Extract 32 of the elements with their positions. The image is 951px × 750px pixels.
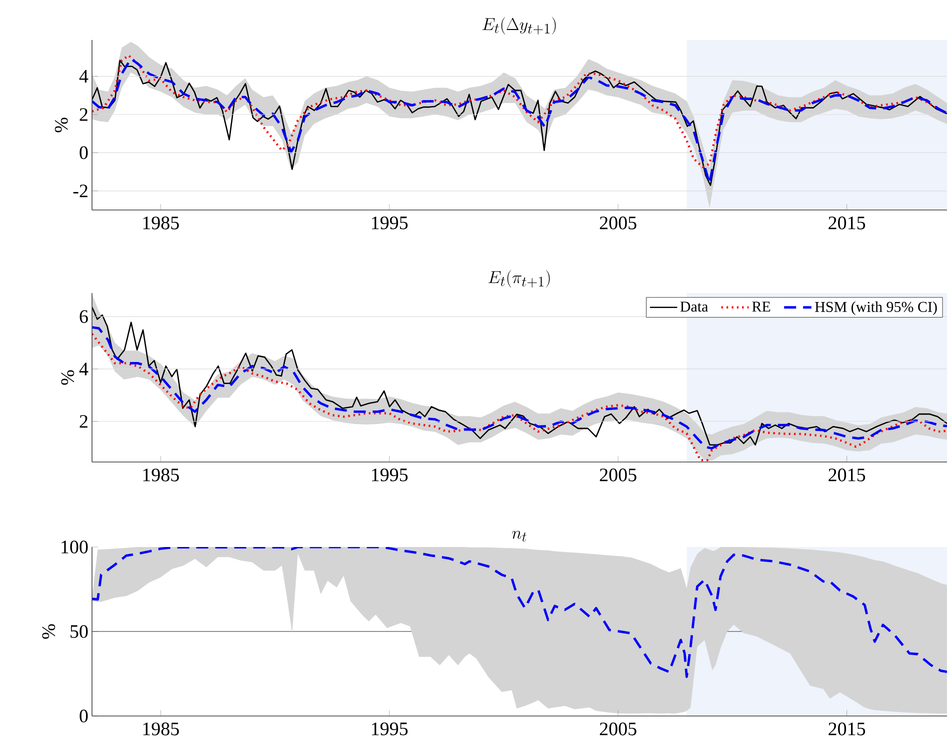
x-tick-label: 1985: [143, 216, 179, 230]
x-tick-label: 2005: [600, 468, 636, 482]
legend-label: RE: [752, 302, 770, 312]
y-tick-label: -2: [73, 184, 88, 198]
y-tick-label: 50: [70, 625, 88, 638]
y-tick-label: 2: [80, 108, 88, 121]
y-tick-label: 4: [79, 362, 88, 376]
x-tick-label: 2015: [828, 216, 866, 230]
legend-label: Data: [680, 302, 708, 312]
y-tick-label: 4: [79, 70, 88, 83]
line-series: [92, 54, 947, 168]
chart-title: $n_t$: [512, 530, 526, 542]
y-axis-title: %: [42, 624, 56, 639]
x-tick-label: 2015: [828, 468, 866, 482]
x-tick-label: 2005: [600, 216, 636, 230]
y-tick-label: 6: [80, 310, 88, 323]
x-tick-label: 2005: [600, 722, 636, 736]
y-axis-title: %: [61, 370, 74, 385]
y-tick-label: 2: [80, 415, 88, 428]
x-tick-label: 1995: [372, 722, 408, 736]
y-axis-title: %: [54, 118, 68, 132]
x-tick-label: 1995: [372, 216, 408, 230]
x-tick-label: 1985: [143, 722, 179, 736]
chart-title: $E_t(\Delta y_{t+1})$: [482, 17, 556, 34]
y-tick-label: 100: [62, 540, 88, 554]
y-tick-label: 0: [80, 146, 88, 160]
y-tick-label: 0: [80, 710, 88, 722]
x-tick-label: 1985: [143, 468, 179, 482]
x-tick-label: 2015: [828, 722, 866, 736]
legend-label: HSM (with 95% CI): [815, 301, 937, 316]
chart-title: $E_t(\pi_{t+1})$: [488, 270, 550, 288]
x-tick-label: 1995: [372, 468, 408, 482]
